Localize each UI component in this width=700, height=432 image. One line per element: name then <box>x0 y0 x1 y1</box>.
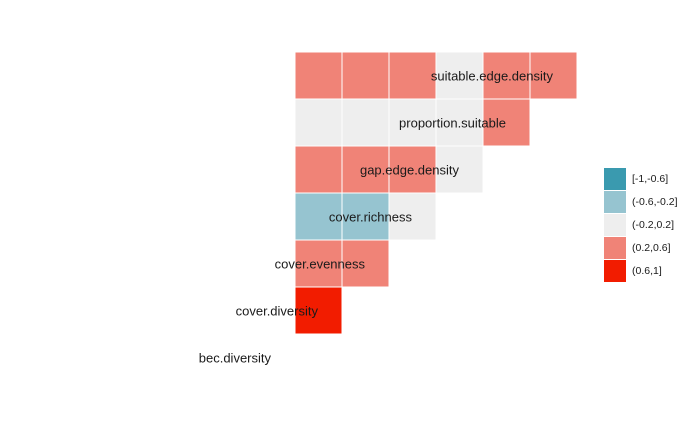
heatmap-cell-gap-edge-density-x-cover-evenness <box>388 145 437 194</box>
heatmap-cell-suitable-edge-density-x-gap-edge-density <box>482 51 531 100</box>
heatmap-cell-proportion-suitable-x-cover-evenness <box>388 98 437 147</box>
variable-label-cover-evenness: cover.evenness <box>275 257 366 272</box>
heatmap-cell-cover-evenness-x-bec-diversity <box>294 239 343 288</box>
heatmap-cell-cover-richness-x-cover-diversity <box>341 192 390 241</box>
heatmap-cell-proportion-suitable-x-cover-diversity <box>341 98 390 147</box>
legend-key-0-2-0-6 <box>604 237 626 259</box>
heatmap-cell-suitable-edge-density-x-bec-diversity <box>294 51 343 100</box>
variable-label-cover-richness: cover.richness <box>329 210 413 225</box>
heatmap-cell-suitable-edge-density-x-proportion-suitable <box>529 51 578 100</box>
legend-key-1-0-6 <box>604 168 626 190</box>
heatmap-cell-cover-diversity-x-bec-diversity <box>294 286 343 335</box>
heatmap-cell-cover-richness-x-cover-evenness <box>388 192 437 241</box>
variable-label-suitable-edge-density: suitable.edge.density <box>431 69 554 84</box>
variable-label-gap-edge-density: gap.edge.density <box>360 163 460 178</box>
heatmap-cell-proportion-suitable-x-gap-edge-density <box>482 98 531 147</box>
legend-key-0-2-0-2 <box>604 214 626 236</box>
legend-key-0-6-0-2 <box>604 191 626 213</box>
heatmap-cell-suitable-edge-density-x-cover-diversity <box>341 51 390 100</box>
heatmap-cell-gap-edge-density-x-bec-diversity <box>294 145 343 194</box>
variable-label-bec-diversity: bec.diversity <box>199 351 272 366</box>
variable-label-proportion-suitable: proportion.suitable <box>399 116 506 131</box>
heatmap-cell-suitable-edge-density-x-cover-evenness <box>388 51 437 100</box>
heatmap-cell-proportion-suitable-x-bec-diversity <box>294 98 343 147</box>
legend-label-1-0-6: [-1,-0.6] <box>632 173 668 185</box>
legend-label-0-6-0-2: (-0.6,-0.2] <box>632 196 678 208</box>
heatmap-cell-gap-edge-density-x-cover-diversity <box>341 145 390 194</box>
heatmap-cell-gap-edge-density-x-cover-richness <box>435 145 484 194</box>
legend-label-0-2-0-2: (-0.2,0.2] <box>632 219 674 231</box>
heatmap-cell-suitable-edge-density-x-cover-richness <box>435 51 484 100</box>
variable-label-cover-diversity: cover.diversity <box>236 304 319 319</box>
legend-key-0-6-1 <box>604 260 626 282</box>
legend-label-0-6-1: (0.6,1] <box>632 265 662 277</box>
legend-label-0-2-0-6: (0.2,0.6] <box>632 242 671 254</box>
